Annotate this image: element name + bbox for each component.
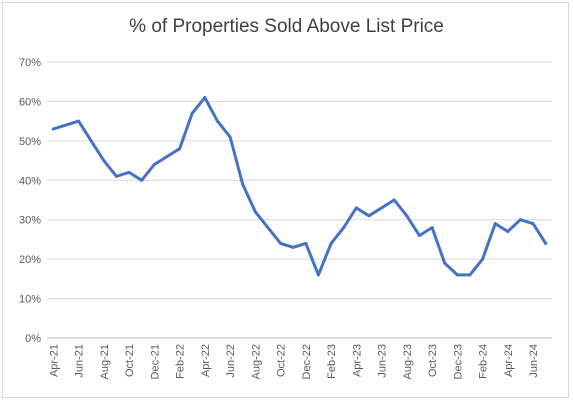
data-point: [102, 159, 106, 163]
x-tick-label: Apr-22: [200, 344, 212, 377]
x-tick-label: Feb-24: [478, 344, 490, 379]
data-point: [506, 230, 510, 234]
x-tick-label: Feb-23: [326, 344, 338, 379]
data-point: [190, 111, 194, 115]
x-tick-label: Jun-23: [377, 344, 389, 378]
y-tick-label: 60%: [19, 96, 41, 108]
data-point: [152, 163, 156, 167]
data-point: [114, 174, 118, 178]
data-point: [241, 182, 245, 186]
x-tick-label: Dec-21: [149, 344, 161, 379]
data-point: [354, 206, 358, 210]
data-point: [518, 218, 522, 222]
data-point: [51, 127, 55, 131]
chart-title: % of Properties Sold Above List Price: [129, 16, 444, 37]
chart-frame: [2, 2, 569, 398]
data-point: [203, 95, 207, 99]
data-point: [140, 178, 144, 182]
data-point: [329, 241, 333, 245]
data-point: [64, 123, 68, 127]
y-tick-label: 10%: [19, 294, 41, 306]
x-tick-label: Oct-21: [124, 344, 136, 377]
data-point: [430, 226, 434, 230]
data-point: [304, 241, 308, 245]
y-tick-label: 20%: [19, 254, 41, 266]
data-point: [367, 214, 371, 218]
y-tick-label: 30%: [19, 215, 41, 227]
data-point: [455, 273, 459, 277]
series-line: [51, 96, 548, 277]
data-point: [253, 210, 257, 214]
x-tick-label: Apr-23: [351, 344, 363, 377]
x-tick-label: Jun-22: [225, 344, 237, 378]
data-point: [481, 257, 485, 261]
x-tick-label: Jun-21: [74, 344, 86, 378]
x-tick-label: Aug-23: [402, 344, 414, 379]
data-point: [228, 135, 232, 139]
x-tick-label: Feb-22: [175, 344, 187, 379]
data-point: [279, 241, 283, 245]
data-point: [392, 198, 396, 202]
data-point: [531, 222, 535, 226]
data-point: [544, 241, 548, 245]
data-point: [266, 226, 270, 230]
data-point: [215, 119, 219, 123]
data-point: [443, 261, 447, 265]
data-point: [165, 155, 169, 159]
data-point: [291, 245, 295, 249]
x-tick-label: Oct-23: [427, 344, 439, 377]
y-tick-label: 70%: [19, 57, 41, 69]
x-tick-label: Dec-23: [452, 344, 464, 379]
y-tick-label: 0%: [25, 333, 41, 345]
y-tick-label: 50%: [19, 136, 41, 148]
x-tick-label: Jun-24: [528, 344, 540, 378]
data-point: [405, 214, 409, 218]
x-tick-label: Oct-22: [276, 344, 288, 377]
data-point: [77, 119, 81, 123]
data-point: [342, 226, 346, 230]
data-point: [316, 273, 320, 277]
x-tick-label: Aug-22: [250, 344, 262, 379]
data-point: [468, 273, 472, 277]
x-tick-label: Dec-22: [301, 344, 313, 379]
x-tick-label: Apr-24: [503, 344, 515, 377]
x-tick-label: Aug-21: [99, 344, 111, 379]
data-point: [89, 139, 93, 143]
x-tick-label: Apr-21: [48, 344, 60, 377]
data-point: [493, 222, 497, 226]
y-tick-label: 40%: [19, 175, 41, 187]
data-point: [380, 206, 384, 210]
data-point: [127, 170, 131, 174]
data-point: [178, 147, 182, 151]
data-point: [417, 233, 421, 237]
